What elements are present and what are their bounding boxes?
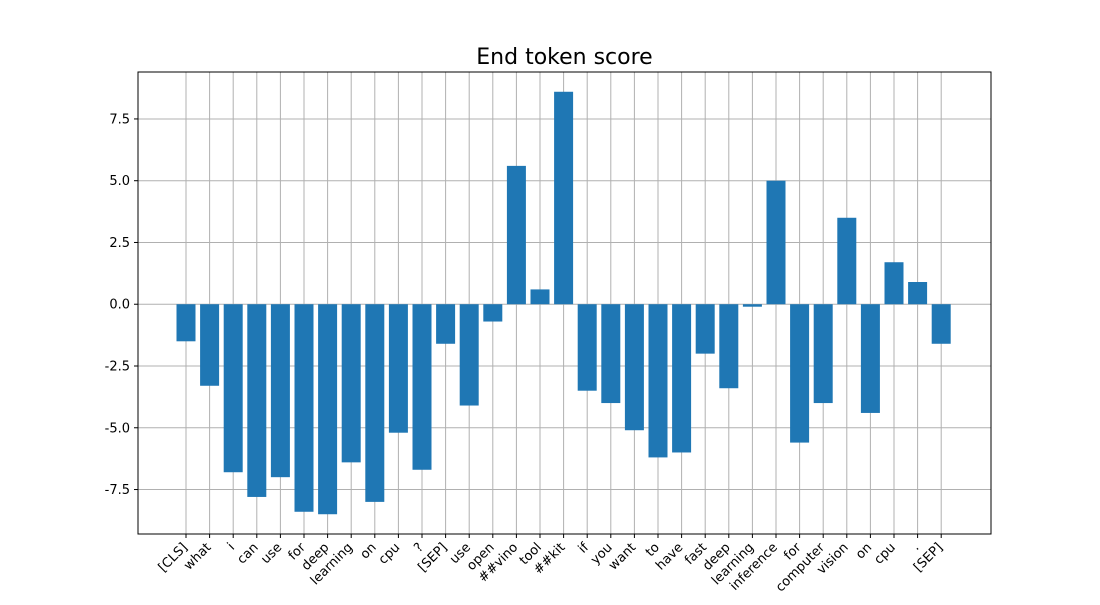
bar-open (483, 304, 503, 322)
bar-if (577, 304, 597, 391)
bar-learning (742, 304, 762, 307)
bar-vino (506, 165, 526, 305)
y-tick-label: -7.5 (105, 483, 130, 498)
y-tick-label: 7.5 (109, 112, 130, 127)
bar- (908, 282, 928, 305)
bar-cpu (388, 304, 408, 433)
bar-deep (318, 304, 338, 515)
bar-fast (695, 304, 715, 354)
bar-kit (554, 91, 574, 305)
bar-SEP (436, 304, 456, 344)
bar-have (672, 304, 692, 453)
y-tick-label: 5.0 (109, 174, 130, 189)
bar-learning (341, 304, 361, 463)
bar-want (624, 304, 644, 431)
y-tick-label: -5.0 (105, 421, 130, 436)
bar-what (200, 304, 220, 386)
y-tick-label: 2.5 (109, 236, 130, 251)
bar- (412, 304, 432, 470)
bar-computer (813, 304, 833, 404)
bar-tool (530, 289, 550, 305)
y-tick-label: -2.5 (105, 360, 130, 375)
bar-for (294, 304, 314, 512)
bar-use (459, 304, 479, 406)
y-tick-label: 0.0 (109, 298, 130, 313)
bar-can (247, 304, 267, 497)
bar-deep (719, 304, 739, 389)
bar-CLS (176, 304, 196, 342)
bar-on (860, 304, 880, 413)
bar-for (790, 304, 810, 443)
bar-vision (837, 217, 857, 305)
bar-on (365, 304, 385, 502)
bar-cpu (884, 262, 904, 305)
chart-title: End token score (476, 45, 652, 70)
bar-SEP (931, 304, 951, 344)
bar-you (601, 304, 621, 404)
bar-use (270, 304, 290, 478)
bar-to (648, 304, 668, 458)
bar-inference (766, 180, 786, 305)
bar-i (223, 304, 243, 473)
